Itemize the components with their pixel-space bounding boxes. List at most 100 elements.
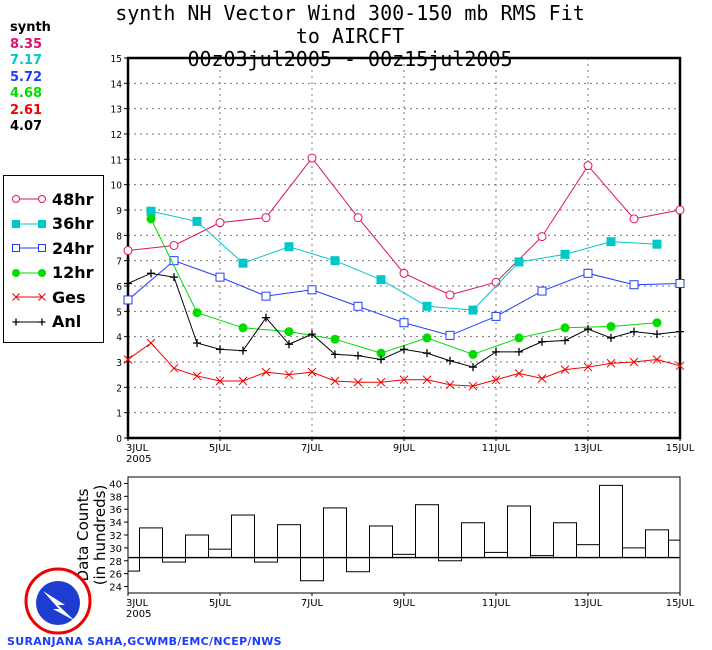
- marker-plus: [193, 339, 201, 347]
- series-Ges: [123, 338, 685, 391]
- count-bar: [346, 557, 370, 573]
- y-tick-label: 8: [116, 231, 122, 242]
- marker-x: [652, 355, 662, 364]
- mean-stats: synth 8.35 7.17 5.72 4.68 2.61 4.07: [10, 20, 51, 136]
- marker-open-square: [261, 291, 271, 301]
- marker-filled-circle: [606, 322, 616, 332]
- count-x-tick-label: 11JUL: [482, 598, 511, 609]
- marker-filled-circle: [376, 348, 386, 358]
- legend-swatch: [12, 293, 46, 301]
- marker-x: [261, 367, 271, 377]
- x-tick-label: 13JUL: [574, 443, 603, 454]
- marker-filled-square: [468, 305, 478, 315]
- count-y-tick-label: 26: [109, 570, 122, 581]
- marker-x: [376, 377, 386, 387]
- y-tick-label: 6: [116, 282, 122, 293]
- series-24hr: [123, 256, 685, 340]
- marker-plus: [584, 325, 592, 334]
- marker-plus: [354, 351, 362, 360]
- stats-label: synth: [10, 20, 51, 35]
- y-tick-label: 2: [116, 383, 122, 394]
- legend-label: 36hr: [52, 214, 94, 233]
- marker-x: [353, 377, 363, 387]
- stat-12hr: 4.68: [10, 86, 43, 101]
- marker-filled-square: [652, 239, 662, 249]
- count-x-tick-label: 5JUL: [209, 598, 232, 609]
- marker-filled-square: [192, 216, 202, 226]
- marker-x: [583, 362, 593, 372]
- marker-open-square: [353, 301, 363, 311]
- marker-plus: [492, 347, 500, 356]
- marker-x: [491, 375, 501, 385]
- marker-x: [123, 355, 133, 364]
- marker-x: [399, 375, 409, 385]
- y-tick-label: 7: [116, 257, 122, 268]
- marker-open-circle: [537, 232, 547, 242]
- marker-plus: [147, 269, 155, 278]
- marker-filled-circle: [12, 268, 20, 277]
- count-bar: [139, 527, 163, 559]
- y-tick-label: 9: [116, 206, 122, 217]
- legend: 48hr 36hr 24hr 12hr Ges Anl: [3, 175, 104, 343]
- legend-label: 12hr: [52, 263, 94, 282]
- marker-filled-circle: [468, 349, 478, 359]
- stat-ges: 2.61: [10, 102, 43, 118]
- stat-48hr: 8.35: [10, 36, 43, 52]
- marker-plus: [630, 327, 638, 336]
- series-48hr: [123, 153, 685, 300]
- count-bar: [484, 551, 508, 559]
- marker-x: [629, 357, 639, 367]
- marker-filled-circle: [560, 323, 570, 333]
- count-bar: [599, 484, 623, 559]
- count-bar: [622, 547, 646, 559]
- x-tick-label: 9JUL: [393, 443, 416, 454]
- marker-plus: [469, 363, 477, 372]
- count-bar: [461, 522, 485, 559]
- marker-open-circle: [307, 153, 317, 163]
- marker-plus: [377, 355, 385, 364]
- y-tick-label: 10: [111, 181, 123, 192]
- nws-logo: [24, 567, 92, 635]
- marker-filled-square: [514, 257, 524, 267]
- stat-anl: 4.07: [10, 119, 43, 134]
- marker-open-circle: [399, 268, 409, 278]
- marker-filled-circle: [330, 334, 340, 344]
- marker-x: [192, 371, 202, 381]
- marker-filled-square: [606, 237, 616, 247]
- marker-open-square: [537, 286, 547, 296]
- marker-filled-circle: [38, 268, 46, 277]
- x-tick-label: 2005: [126, 454, 151, 465]
- marker-plus: [331, 350, 339, 359]
- x-tick-label: 7JUL: [301, 443, 324, 454]
- count-x-tick-label: 2005: [126, 609, 151, 620]
- marker-filled-circle: [652, 318, 662, 328]
- marker-open-circle: [445, 290, 455, 300]
- y-tick-label: 11: [111, 155, 122, 166]
- count-bar: [507, 505, 531, 559]
- y-tick-label: 1: [116, 409, 122, 420]
- marker-filled-circle: [238, 323, 248, 333]
- y-tick-label: 15: [111, 54, 122, 65]
- count-bar: [277, 524, 301, 559]
- marker-open-circle: [675, 205, 685, 215]
- legend-swatch: [12, 318, 46, 325]
- marker-open-circle: [38, 195, 46, 203]
- y-tick-label: 13: [111, 105, 122, 116]
- marker-open-square: [583, 268, 593, 278]
- marker-open-circle: [123, 246, 133, 256]
- marker-plus: [38, 318, 46, 325]
- marker-plus: [216, 345, 224, 354]
- count-y-tick-label: 28: [109, 557, 122, 568]
- count-bar: [323, 507, 347, 559]
- marker-plus: [285, 340, 293, 349]
- marker-x: [215, 376, 225, 386]
- x-tick-label: 5JUL: [209, 443, 232, 454]
- marker-filled-square: [560, 249, 570, 259]
- marker-filled-square: [284, 242, 294, 252]
- marker-plus: [400, 345, 408, 354]
- marker-x: [284, 370, 294, 380]
- marker-open-circle: [491, 277, 501, 287]
- y-tick-label: 0: [116, 434, 122, 445]
- chart-title: synth NH Vector Wind 300-150 mb RMS Fit …: [100, 2, 600, 71]
- legend-item-24hr: 24hr: [12, 237, 94, 259]
